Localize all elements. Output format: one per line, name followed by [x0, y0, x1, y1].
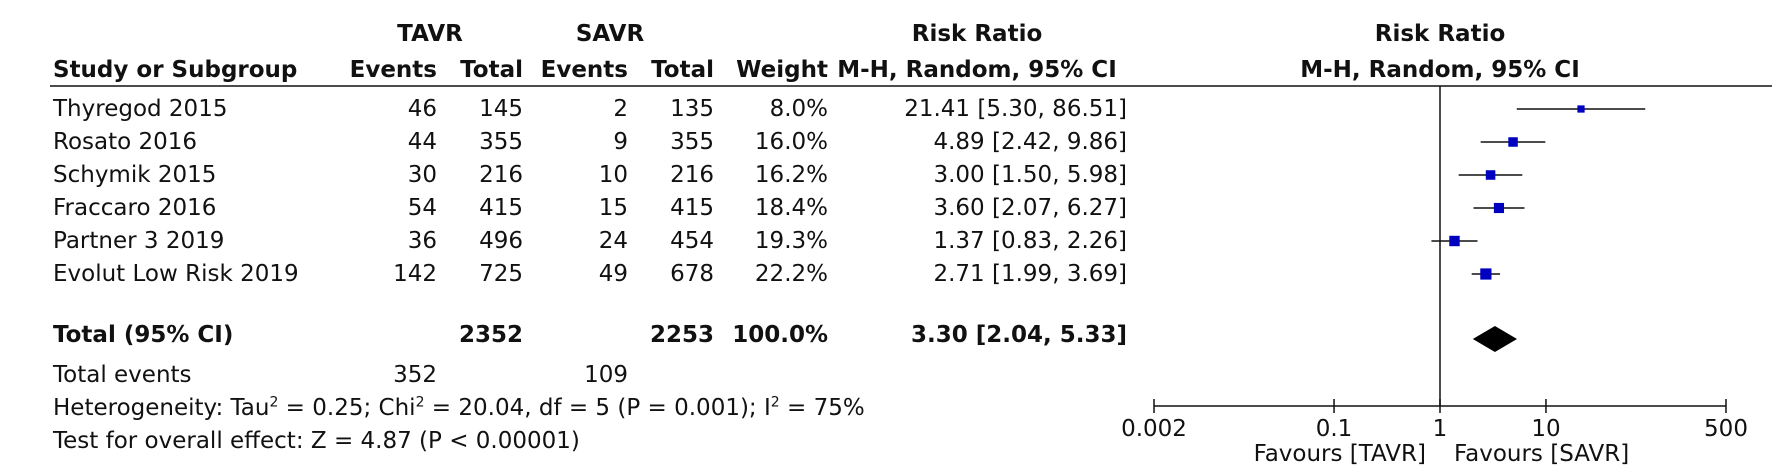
tavr-total: 216: [479, 162, 523, 188]
tavr-total: 415: [479, 195, 523, 221]
col-header-method: M-H, Random, 95% CI: [837, 57, 1117, 83]
tavr-events: 36: [407, 228, 437, 254]
weight: 22.2%: [754, 261, 828, 287]
favours-left-label: Favours [TAVR]: [1253, 441, 1426, 467]
study-name: Thyregod 2015: [53, 96, 228, 122]
study-name: Evolut Low Risk 2019: [53, 261, 299, 287]
tavr-events: 44: [407, 129, 437, 155]
risk-ratio-ci: 21.41 [5.30, 86.51]: [904, 96, 1127, 122]
weight: 19.3%: [754, 228, 828, 254]
weight: 16.2%: [754, 162, 828, 188]
tavr-total: 496: [479, 228, 523, 254]
savr-total: 415: [670, 195, 714, 221]
tavr-events: 46: [407, 96, 437, 122]
weight: 16.0%: [754, 129, 828, 155]
overall-effect-text: Test for overall effect: Z = 4.87 (P < 0…: [53, 428, 580, 454]
x-tick-label: 0.1: [1316, 416, 1353, 442]
weight: 18.4%: [754, 195, 828, 221]
savr-events: 10: [598, 162, 628, 188]
effect-marker: [1577, 105, 1585, 113]
savr-events: 49: [598, 261, 628, 287]
tavr-events: 142: [393, 261, 437, 287]
weight: 8.0%: [769, 96, 828, 122]
events-label: Total events: [53, 362, 192, 388]
col-header-tavr-total: Total: [460, 57, 523, 83]
study-name: Partner 3 2019: [53, 228, 225, 254]
group-header-savr: SAVR: [575, 21, 645, 47]
x-tick-label: 10: [1531, 416, 1560, 442]
favours-right-label: Favours [SAVR]: [1454, 441, 1630, 467]
events-tavr: 352: [393, 362, 437, 388]
col-header-savr-events: Events: [540, 57, 628, 83]
effect-marker: [1480, 268, 1492, 280]
savr-total: 678: [670, 261, 714, 287]
study-name: Rosato 2016: [53, 129, 198, 155]
total-label: Total (95% CI): [53, 322, 234, 348]
risk-ratio-ci: 4.89 [2.42, 9.86]: [933, 129, 1127, 155]
col-header-tavr-events: Events: [349, 57, 437, 83]
x-tick-label: 0.002: [1121, 416, 1187, 442]
study-name: Schymik 2015: [53, 162, 217, 188]
tavr-total: 725: [479, 261, 523, 287]
savr-total: 355: [670, 129, 714, 155]
tavr-total: 145: [479, 96, 523, 122]
x-tick-label: 1: [1433, 416, 1448, 442]
savr-events: 15: [598, 195, 628, 221]
effect-marker: [1449, 235, 1460, 247]
tavr-events: 30: [407, 162, 437, 188]
group-header-tavr: TAVR: [397, 21, 463, 47]
effect-marker: [1485, 170, 1496, 180]
total-savr: 2253: [649, 322, 714, 348]
savr-total: 216: [670, 162, 714, 188]
study-name: Fraccaro 2016: [53, 195, 217, 221]
savr-events: 2: [613, 96, 628, 122]
plot-method: M-H, Random, 95% CI: [1300, 57, 1580, 83]
heterogeneity-text: Heterogeneity: Tau2 = 0.25; Chi2 = 20.04…: [53, 394, 865, 421]
risk-ratio-ci: 1.37 [0.83, 2.26]: [933, 228, 1127, 254]
effect-marker: [1493, 202, 1505, 214]
plot-title: Risk Ratio: [1374, 21, 1506, 47]
tavr-total: 355: [479, 129, 523, 155]
savr-total: 135: [670, 96, 714, 122]
col-header-weight: Weight: [736, 57, 828, 83]
effect-marker: [1508, 137, 1518, 147]
total-weight: 100.0%: [732, 322, 828, 348]
risk-ratio-header: Risk Ratio: [911, 21, 1043, 47]
total-risk-ratio-ci: 3.30 [2.04, 5.33]: [910, 322, 1127, 348]
risk-ratio-ci: 3.00 [1.50, 5.98]: [933, 162, 1127, 188]
x-tick-label: 500: [1704, 416, 1748, 442]
savr-total: 454: [670, 228, 714, 254]
events-savr: 109: [584, 362, 628, 388]
risk-ratio-ci: 2.71 [1.99, 3.69]: [933, 261, 1127, 287]
savr-events: 9: [613, 129, 628, 155]
col-header-savr-total: Total: [651, 57, 714, 83]
tavr-events: 54: [407, 195, 437, 221]
savr-events: 24: [598, 228, 628, 254]
risk-ratio-ci: 3.60 [2.07, 6.27]: [933, 195, 1127, 221]
total-tavr: 2352: [458, 322, 523, 348]
col-header-study: Study or Subgroup: [53, 57, 298, 83]
pooled-diamond: [1472, 326, 1518, 352]
